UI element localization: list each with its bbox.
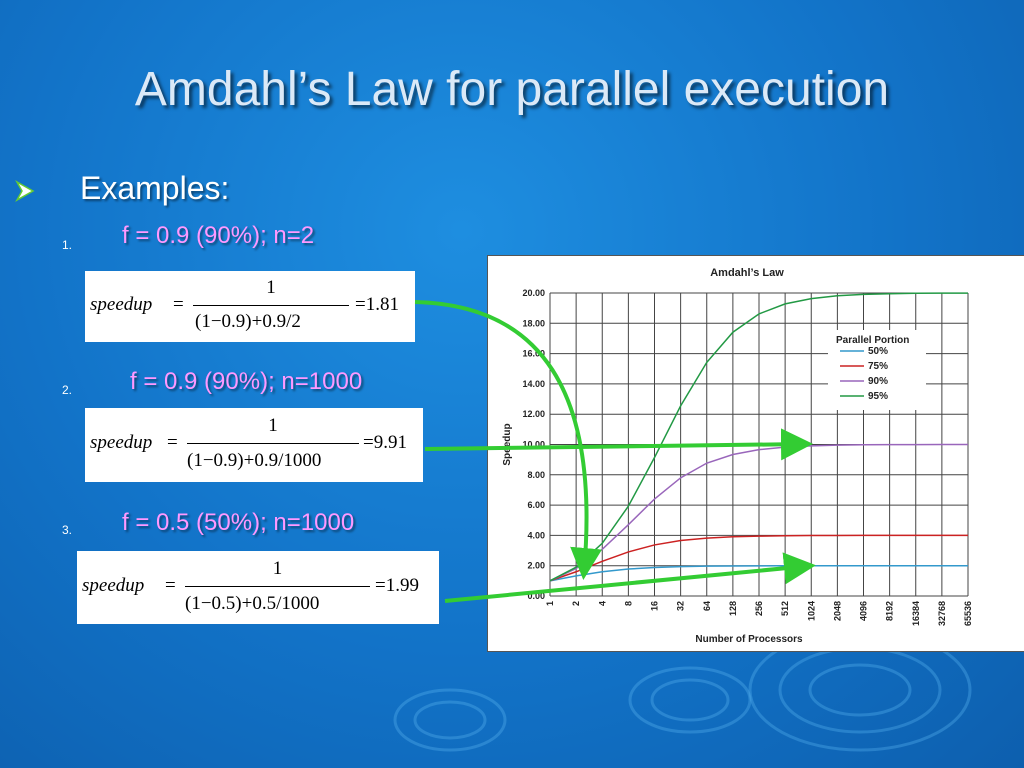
formula-3-fraction-bar — [185, 586, 370, 587]
x-tick-label: 16384 — [911, 601, 921, 626]
formula-3-lhs: speedup — [82, 575, 145, 596]
x-tick-label: 16 — [650, 601, 660, 611]
x-tick-label: 128 — [728, 601, 738, 616]
y-tick-label: 0.00 — [527, 591, 545, 601]
formula-1: speedup = 1 (1−0.9)+0.9/2 =1.81 — [85, 271, 415, 342]
formula-3-equals: = — [165, 575, 176, 596]
x-tick-label: 32768 — [937, 601, 947, 626]
legend-entry: 50% — [868, 346, 888, 357]
formula-1-lhs: speedup — [90, 294, 153, 315]
formula-2-lhs: speedup — [90, 432, 153, 453]
x-tick-label: 256 — [754, 601, 764, 616]
formula-1-result: =1.81 — [355, 294, 399, 315]
y-tick-label: 14.00 — [522, 379, 545, 389]
formula-2-denominator: (1−0.9)+0.9/1000 — [187, 450, 322, 471]
x-tick-label: 1 — [545, 601, 555, 606]
x-tick-label: 32 — [676, 601, 686, 611]
x-tick-label: 2 — [571, 601, 581, 606]
formula-2-fraction-bar — [187, 443, 359, 444]
x-tick-label: 65536 — [963, 601, 973, 626]
x-tick-label: 8192 — [885, 601, 895, 621]
example-3-number: 3. — [62, 523, 73, 537]
example-2-text: f = 0.9 (90%); n=1000 — [130, 368, 363, 395]
y-axis-label: Speedup — [502, 423, 513, 465]
example-3-text: f = 0.5 (50%); n=1000 — [122, 509, 355, 536]
x-tick-label: 1024 — [806, 601, 816, 621]
series-line-95pct — [549, 292, 968, 582]
example-1-text: f = 0.9 (90%); n=2 — [122, 222, 315, 249]
y-tick-label: 6.00 — [527, 500, 545, 510]
formula-3-result: =1.99 — [375, 575, 419, 596]
x-tick-label: 8 — [623, 601, 633, 606]
y-tick-label: 20.00 — [522, 288, 545, 298]
chart-svg: 0.00 2.00 4.00 6.00 8.00 10.00 12.00 14.00 16.00… — [502, 267, 973, 645]
y-tick-label: 10.00 — [522, 440, 545, 450]
legend-title: Parallel Portion — [836, 335, 909, 346]
y-tick-label: 2.00 — [527, 561, 545, 571]
chart-title: Amdahl’s Law — [710, 267, 784, 279]
formula-2-equals: = — [167, 432, 178, 453]
formula-2: speedup = 1 (1−0.9)+0.9/1000 =9.91 — [85, 408, 423, 482]
series-line-75pct — [549, 534, 968, 582]
legend-entry: 95% — [868, 391, 888, 402]
legend-entry: 75% — [868, 361, 888, 372]
slide-title: Amdahl’s Law for parallel execution — [134, 63, 890, 116]
formula-3-numerator: 1 — [272, 558, 283, 579]
bullet-arrow-icon — [15, 180, 35, 202]
example-2-number: 2. — [62, 383, 73, 397]
formula-1-fraction-bar — [193, 305, 349, 306]
legend-entry: 90% — [868, 376, 888, 387]
formula-2-numerator: 1 — [268, 415, 278, 436]
formula-2-result: =9.91 — [363, 432, 407, 453]
examples-heading: Examples: — [80, 170, 230, 206]
y-tick-label: 4.00 — [527, 530, 545, 540]
x-tick-label: 64 — [702, 601, 712, 611]
y-tick-label: 8.00 — [527, 470, 545, 480]
y-tick-label: 18.00 — [522, 318, 545, 328]
formula-1-equals: = — [173, 294, 184, 315]
x-tick-label: 2048 — [832, 601, 842, 621]
x-axis-label: Number of Processors — [695, 634, 803, 645]
formula-3-denominator: (1−0.5)+0.5/1000 — [185, 593, 320, 614]
x-tick-label: 512 — [780, 601, 790, 616]
formula-1-denominator: (1−0.9)+0.9/2 — [195, 311, 301, 332]
y-tick-label: 12.00 — [522, 409, 545, 419]
amdahl-chart: 0.00 2.00 4.00 6.00 8.00 10.00 12.00 14.00 16.00… — [487, 255, 1024, 652]
x-tick-label: 4 — [597, 601, 607, 606]
example-1-number: 1. — [62, 238, 73, 252]
formula-1-numerator: 1 — [266, 277, 276, 298]
y-tick-label: 16.00 — [522, 349, 545, 359]
formula-3: speedup = 1 (1−0.5)+0.5/1000 =1.99 — [77, 551, 439, 624]
x-tick-label: 4096 — [859, 601, 869, 621]
